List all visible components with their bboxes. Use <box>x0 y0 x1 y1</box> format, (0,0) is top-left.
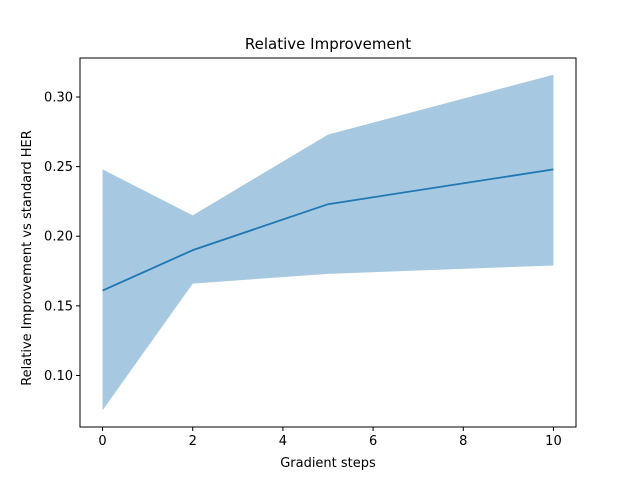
series-line-0 <box>102 168 554 292</box>
chart-title: Relative Improvement <box>245 35 411 53</box>
x-tick-label: 8 <box>459 434 467 449</box>
x-tick-label: 0 <box>98 434 106 449</box>
y-tick-label: 0.30 <box>44 90 73 105</box>
y-tick-label: 0.10 <box>44 369 73 384</box>
y-tick-label: 0.20 <box>44 230 73 245</box>
x-tick-label: 10 <box>545 434 562 449</box>
x-axis: 0 2 4 6 8 10 <box>98 427 562 449</box>
x-tick-label: 6 <box>369 434 377 449</box>
y-axis: 0.10 0.15 0.20 0.25 0.30 <box>44 90 80 384</box>
y-axis-label: Relative Improvement vs standard HER <box>20 130 35 386</box>
y-tick-label: 0.15 <box>44 299 73 314</box>
confidence-band-0 <box>102 74 554 411</box>
x-tick-label: 2 <box>189 434 197 449</box>
plot-area <box>79 57 577 428</box>
y-tick-label: 0.25 <box>44 160 73 175</box>
x-axis-label: Gradient steps <box>280 456 376 471</box>
plot-frame <box>79 57 577 428</box>
x-tick-label: 4 <box>279 434 287 449</box>
